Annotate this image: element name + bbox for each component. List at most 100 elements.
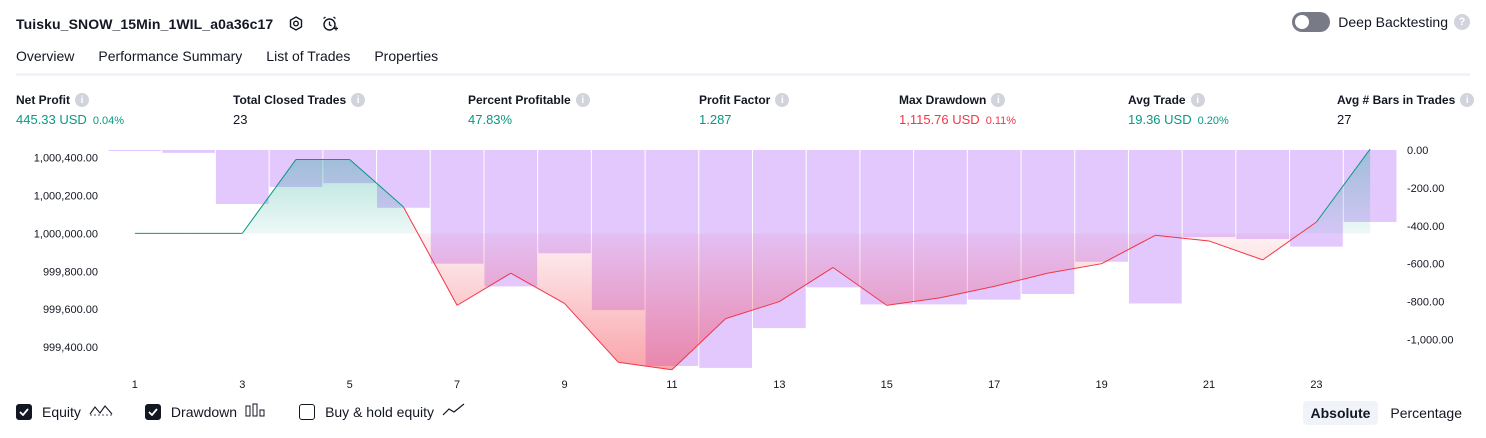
x-axis-label: 9 (561, 379, 567, 391)
equity-line-segment (1155, 234, 1210, 242)
left-axis-label: 1,000,000.00 (34, 228, 98, 240)
metric-label: Max Drawdown (899, 93, 987, 107)
equity-line-segment (940, 285, 995, 299)
right-axis-label: -600.00 (1407, 259, 1444, 271)
equity-line-segment (994, 272, 1049, 287)
x-axis-label: 1 (132, 379, 138, 391)
right-axis-label: -400.00 (1407, 221, 1444, 233)
metric-max-drawdown: Max Drawdown i 1,115.76 USD 0.11% (899, 93, 1016, 127)
metric-percent: 0.20% (1197, 115, 1229, 127)
help-icon[interactable]: i (991, 93, 1006, 107)
buy-hold-line-icon (442, 403, 466, 420)
add-alert-icon[interactable] (319, 13, 341, 35)
legend-equity-label: Equity (42, 403, 81, 420)
x-axis-label: 7 (454, 379, 460, 391)
drawdown-bar (108, 150, 162, 151)
equity-line-segment (1101, 234, 1156, 265)
equity-line-segment (1316, 148, 1371, 223)
tab-properties[interactable]: Properties (374, 48, 439, 64)
left-axis-label: 999,600.00 (43, 304, 98, 316)
metric-profit-factor: Profit Factor i 1.287 (699, 93, 790, 127)
metric-percent: 0.11% (985, 115, 1017, 127)
drawdown-bar (1128, 150, 1182, 304)
metric-value: 23 (233, 112, 248, 127)
metric-value: 1.287 (699, 112, 732, 127)
equity-line-segment (1208, 240, 1263, 261)
settings-icon[interactable] (285, 13, 307, 35)
chart-legend: Equity Drawdown Buy & hold equity (16, 403, 498, 420)
metric-value: 1,115.76 USD (899, 112, 980, 127)
equity-checkbox[interactable] (16, 403, 32, 420)
drawdown-bar (1236, 150, 1290, 240)
legend-drawdown-label: Drawdown (170, 403, 238, 420)
equity-line-segment (832, 267, 888, 306)
equity-line-segment (1047, 263, 1102, 274)
drawdown-bar (215, 150, 269, 204)
x-axis-label: 11 (666, 379, 677, 391)
metric-label: Total Closed Trades (233, 93, 347, 107)
metric-label: Avg # Bars in Trades (1337, 93, 1456, 107)
help-icon[interactable]: i (1190, 93, 1205, 107)
equity-line-icon (89, 403, 113, 420)
metric-value: 445.33 USD (16, 112, 87, 127)
help-icon[interactable]: i (75, 93, 89, 107)
left-axis-label: 1,000,400.00 (34, 153, 98, 165)
tab-performance-summary[interactable]: Performance Summary (98, 48, 243, 64)
percentage-button[interactable]: Percentage (1390, 405, 1462, 421)
help-icon[interactable]: i (775, 93, 790, 107)
left-axis-label: 999,800.00 (43, 266, 98, 278)
x-axis-label: 15 (881, 379, 893, 391)
legend-buy-hold-label: Buy & hold equity (325, 403, 435, 420)
metric-percent-profitable: Percent Profitable i 47.83% (468, 93, 590, 127)
left-axis-label: 1,000,200.00 (34, 190, 98, 202)
help-icon[interactable]: i (575, 93, 590, 107)
legend-buy-hold[interactable]: Buy & hold equity (299, 403, 466, 420)
equity-line-segment (564, 303, 619, 363)
metric-avg-trade: Avg Trade i 19.36 USD 0.20% (1128, 93, 1229, 127)
drawdown-checkbox[interactable] (144, 403, 161, 420)
help-icon[interactable]: i (351, 93, 366, 107)
deep-backtesting: Deep Backtesting ? (1292, 12, 1470, 32)
equity-line-segment (886, 297, 941, 306)
equity-line-segment (779, 267, 834, 303)
x-axis-label: 5 (347, 379, 353, 391)
tab-list-of-trades[interactable]: List of Trades (266, 48, 351, 64)
help-icon[interactable]: ? (1454, 14, 1470, 30)
absolute-button[interactable]: Absolute (1302, 401, 1379, 425)
equity-line-segment (349, 159, 404, 208)
toggle-knob (1295, 15, 1310, 29)
right-axis-label: -200.00 (1407, 183, 1444, 195)
help-icon[interactable]: i (1460, 93, 1475, 107)
metric-label: Net Profit (16, 93, 70, 107)
x-axis-label: 13 (773, 379, 785, 391)
equity-drawdown-chart[interactable]: 1,000,400.00 1,000,200.00 1,000,000.00 999,… (0, 140, 1486, 395)
deep-backtesting-toggle[interactable] (1292, 12, 1331, 32)
equity-line-segment (725, 301, 780, 320)
metric-total-closed-trades: Total Closed Trades i 23 (233, 93, 366, 127)
equity-profit-area (1300, 149, 1371, 234)
metric-avg-bars-in-trades: Avg # Bars in Trades i 27 (1337, 93, 1475, 127)
x-axis-label: 23 (1310, 379, 1322, 391)
x-axis-label: 21 (1203, 379, 1215, 391)
metric-value: 27 (1337, 112, 1352, 127)
deep-backtesting-label: Deep Backtesting (1338, 14, 1448, 30)
tab-overview[interactable]: Overview (16, 48, 75, 76)
right-axis-label: 0.00 (1407, 145, 1428, 157)
metric-net-profit: Net Profit i 445.33 USD 0.04% (16, 93, 124, 127)
x-axis-label: 19 (1095, 379, 1107, 391)
metric-value: 47.83% (468, 112, 513, 127)
metric-label: Percent Profitable (468, 93, 571, 107)
drawdown-bar (1182, 150, 1236, 238)
legend-drawdown[interactable]: Drawdown (144, 403, 267, 420)
x-axis-label: 3 (239, 379, 245, 391)
x-axis-label: 17 (988, 379, 1000, 391)
metric-percent: 0.04% (92, 115, 125, 127)
buy-hold-checkbox[interactable] (299, 403, 316, 420)
legend-equity[interactable]: Equity (16, 403, 113, 420)
metric-label: Profit Factor (699, 93, 771, 107)
metric-label: Avg Trade (1128, 93, 1186, 107)
equity-profit-area (134, 159, 418, 234)
equity-line-segment (671, 318, 726, 371)
equity-line-segment (402, 206, 458, 306)
tab-divider (16, 73, 1470, 76)
